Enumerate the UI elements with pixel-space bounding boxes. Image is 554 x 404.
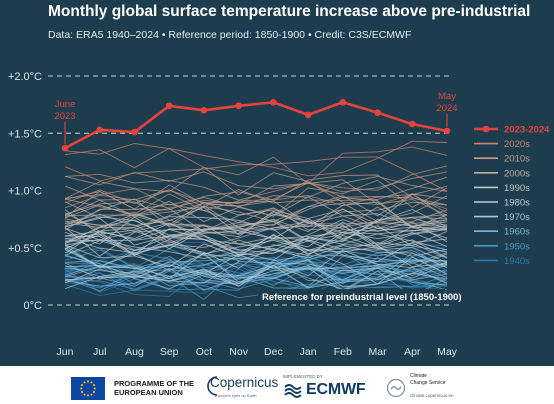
- x-tick-label: Jan: [300, 346, 317, 358]
- legend-label-1940s: 1940s: [504, 256, 530, 267]
- x-tick-label: Jun: [57, 346, 74, 358]
- series-line-2020s: [64, 156, 448, 192]
- series-line-1990s: [64, 213, 448, 243]
- reference-label-bg: [258, 289, 445, 303]
- eu-flag-icon: [71, 377, 105, 400]
- series-line-2000s: [64, 200, 448, 228]
- highlight-series-point: [270, 99, 277, 106]
- reference-label: Reference for preindustrial level (1850-…: [262, 292, 462, 303]
- eu-programme-label: PROGRAMME OF THE EUROPEAN UNION: [114, 379, 194, 397]
- series-line-1960s: [64, 255, 448, 287]
- footer-logos: PROGRAMME OF THE EUROPEAN UNION Copernic…: [0, 366, 554, 404]
- x-tick-label: Feb: [334, 346, 352, 358]
- legend-label-1970s: 1970s: [504, 212, 530, 223]
- highlight-series-point: [200, 107, 208, 114]
- series-line-1970s: [64, 248, 448, 287]
- annotation-june-2023-line2: 2023: [54, 111, 75, 122]
- series-line-2010s: [64, 166, 448, 205]
- temperature-chart: 0°C +0.5°C +1.0°C +1.5°C +2.0°C Reference for…: [8, 71, 550, 358]
- annotation-may-2024-line1: May: [438, 91, 456, 102]
- implemented-by-label: IMPLEMENTED BY: [283, 374, 323, 379]
- highlight-series-point: [408, 120, 416, 128]
- annotation-may-2024-line2: 2024: [436, 103, 457, 114]
- y-tick-label: 0°C: [24, 300, 43, 312]
- highlight-series-point: [443, 127, 451, 135]
- series-line-2000s: [64, 201, 448, 234]
- highlight-series-point: [304, 111, 312, 119]
- copernicus-logo-icon: [207, 376, 218, 396]
- series-line-1970s: [64, 245, 448, 280]
- x-tick-label: May: [437, 346, 458, 358]
- series-line-2000s: [64, 193, 448, 222]
- x-tick-label: Jul: [93, 346, 106, 358]
- series-line-2010s: [64, 171, 448, 201]
- highlight-series-line: [64, 100, 448, 150]
- series-line-1960s: [64, 255, 448, 287]
- series-line-2000s: [64, 206, 448, 244]
- series-line-1980s: [64, 228, 448, 254]
- series-line-1990s: [64, 206, 448, 241]
- series-line-1990s: [64, 219, 448, 256]
- series-line-2000s: [64, 195, 448, 231]
- climate-change-service-url: climate.copernicus.eu: [410, 393, 454, 398]
- chart-subtitle: Data: ERA5 1940–2024 • Reference period:…: [48, 29, 412, 41]
- legend-label-1960s: 1960s: [504, 227, 530, 238]
- series-line-2010s: [64, 176, 448, 208]
- y-tick-label: +0.5°C: [8, 243, 42, 255]
- series-line-2010s: [64, 179, 448, 216]
- series-line-1970s: [64, 233, 448, 269]
- series-line-2020s: [64, 143, 448, 185]
- highlight-series-point: [235, 102, 242, 110]
- series-line-1990s: [64, 209, 448, 235]
- y-tick-label: +1.5°C: [8, 128, 42, 140]
- ecmwf-logo-icon: [284, 384, 302, 398]
- legend-marker-2023-2024: [482, 125, 490, 133]
- series-line-1960s: [64, 244, 448, 278]
- y-tick-label: +1.0°C: [8, 186, 42, 198]
- legend-label-2020s: 2020s: [504, 139, 530, 150]
- series-line-2010s: [64, 182, 448, 215]
- legend-label-2023-2024: 2023-2024: [504, 125, 550, 136]
- copernicus-logo-text: Copernicus: [210, 375, 279, 390]
- chart-title: Monthly global surface temperature incre…: [48, 3, 531, 20]
- highlight-series-point: [165, 102, 173, 110]
- series-line-1980s: [64, 235, 448, 263]
- climate-change-service-label: Climate Change Service: [410, 373, 446, 386]
- highlight-series-point: [374, 109, 381, 116]
- series-line-1970s: [64, 254, 448, 288]
- climate-change-service-icon: [386, 378, 406, 398]
- legend-label-1980s: 1980s: [504, 198, 530, 209]
- x-tick-label: Aug: [125, 346, 144, 358]
- legend-label-1990s: 1990s: [504, 183, 530, 194]
- series-line-1970s: [64, 261, 448, 284]
- highlight-series-point: [61, 144, 69, 152]
- series-line-1960s: [64, 257, 448, 282]
- x-tick-label: Apr: [404, 346, 421, 358]
- copernicus-tagline: Europe's eyes on Earth: [215, 393, 257, 398]
- highlight-series-point: [96, 126, 104, 134]
- series-line-1990s: [64, 228, 448, 257]
- series-line-2010s: [64, 165, 448, 191]
- annotation-june-2023-line1: June: [55, 99, 76, 110]
- series-line-2000s: [64, 192, 448, 231]
- series-line-1990s: [64, 222, 448, 251]
- x-tick-label: Oct: [196, 346, 212, 358]
- series-line-1980s: [64, 217, 448, 256]
- legend-label-2000s: 2000s: [504, 168, 530, 179]
- x-tick-label: Sep: [160, 346, 179, 358]
- highlight-series-point: [339, 99, 347, 106]
- ecmwf-logo-text: ECMWF: [306, 381, 366, 398]
- x-tick-label: Mar: [368, 346, 387, 358]
- x-tick-label: Nov: [229, 346, 248, 358]
- legend-label-1950s: 1950s: [504, 241, 530, 252]
- legend-label-2010s: 2010s: [504, 154, 530, 165]
- x-tick-label: Dec: [264, 346, 283, 358]
- series-line-1970s: [64, 256, 448, 290]
- y-tick-label: +2.0°C: [8, 71, 42, 83]
- series-line-2020s: [64, 140, 448, 177]
- series-line-2010s: [64, 174, 448, 210]
- series-line-2000s: [64, 199, 448, 226]
- highlight-series-point: [131, 128, 138, 136]
